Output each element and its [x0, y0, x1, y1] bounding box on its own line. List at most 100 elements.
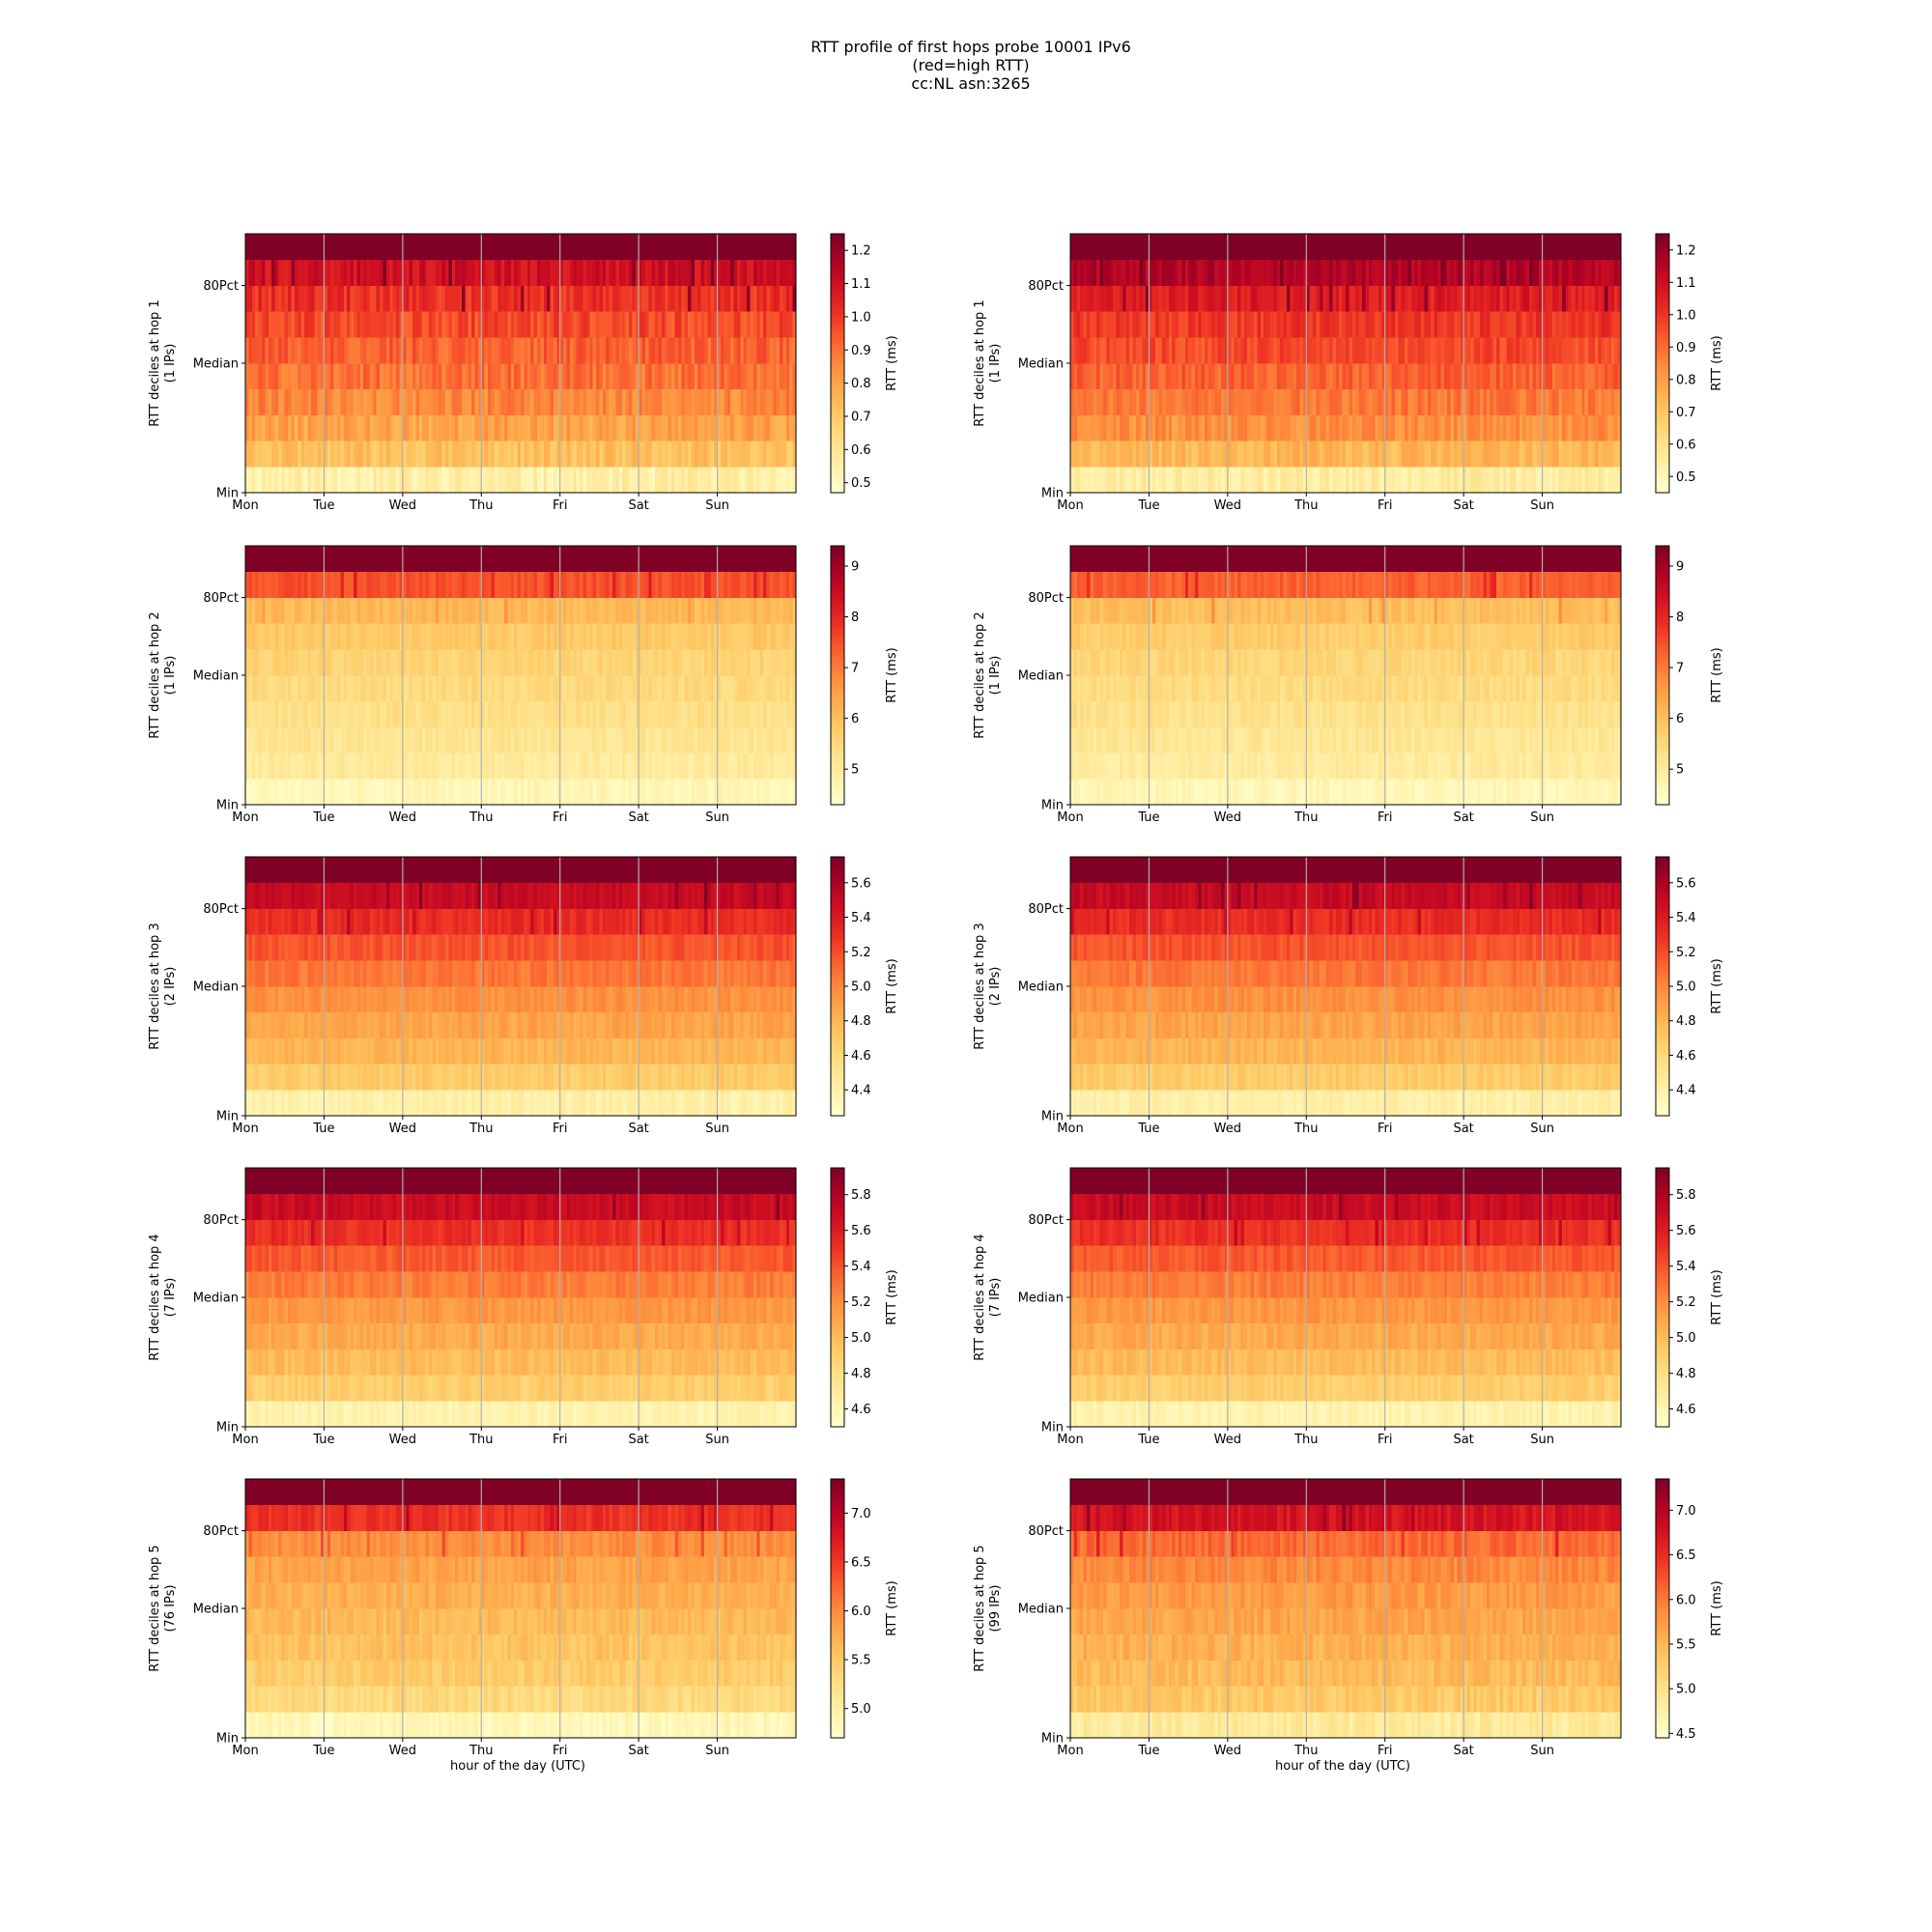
colorbar-tick-label: 0.7 [1676, 406, 1696, 420]
heatmap-cell [1178, 285, 1182, 312]
heatmap-cell [717, 311, 722, 338]
colorbar-segment [1656, 247, 1669, 252]
heatmap-cell [288, 363, 293, 390]
heatmap-cell [1342, 414, 1347, 441]
heatmap-cell [1250, 337, 1255, 364]
colorbar-segment [1656, 288, 1669, 293]
heatmap-cell [1237, 414, 1242, 441]
heatmap-cell [399, 440, 404, 468]
heatmap-cell [1529, 363, 1533, 390]
heatmap-cell [733, 388, 738, 415]
heatmap-cell [585, 440, 590, 468]
heatmap-cell [776, 726, 781, 753]
heatmap-cell [691, 285, 696, 312]
heatmap-cell [1502, 414, 1507, 441]
heatmap-cell [1283, 388, 1288, 415]
heatmap-cell [688, 259, 693, 286]
heatmap-cell [488, 337, 493, 364]
heatmap-cell [425, 337, 430, 364]
heatmap-cell [494, 337, 498, 364]
heatmap-cell [422, 414, 427, 441]
colorbar-tick-label: 0.8 [1676, 373, 1696, 387]
heatmap-cell [566, 467, 571, 494]
heatmap-cell [1365, 440, 1370, 468]
heatmap-cell [1391, 363, 1396, 390]
heatmap-cell [1434, 285, 1438, 312]
heatmap-cell [1149, 440, 1153, 468]
heatmap-cell [1405, 337, 1409, 364]
heatmap-cell [1214, 414, 1219, 441]
colorbar-segment [831, 452, 844, 456]
heatmap-cell [1555, 388, 1560, 415]
heatmap-cell [1417, 234, 1422, 261]
heatmap-cell [471, 467, 476, 494]
heatmap-cell [674, 726, 679, 753]
heatmap-cell [451, 414, 456, 441]
heatmap-cell [1598, 311, 1603, 338]
heatmap-cell [776, 234, 781, 261]
heatmap-cell [1522, 414, 1527, 441]
heatmap-cell [785, 363, 790, 390]
heatmap-cell [1349, 363, 1353, 390]
heatmap-cell [1437, 414, 1441, 441]
heatmap-cell [641, 285, 646, 312]
heatmap-cell [1466, 388, 1471, 415]
heatmap-cell [284, 388, 289, 415]
heatmap-cell [248, 259, 253, 286]
heatmap-cell [291, 337, 296, 364]
heatmap-cell [300, 440, 305, 468]
heatmap-cell [356, 414, 361, 441]
heatmap-cell [1237, 337, 1242, 364]
heatmap-cell [353, 388, 357, 415]
heatmap-cell [1424, 285, 1429, 312]
heatmap-cell [1309, 337, 1314, 364]
heatmap-cell [340, 726, 345, 753]
colorbar-segment [831, 326, 844, 329]
heatmap-cell [566, 311, 571, 338]
heatmap-cell [1146, 363, 1151, 390]
heatmap-cell [353, 259, 357, 286]
heatmap-cell [1565, 285, 1570, 312]
heatmap-cell [661, 726, 666, 753]
heatmap-cell [1224, 311, 1229, 338]
colorbar-segment [1656, 478, 1669, 482]
heatmap-cell [1146, 467, 1151, 494]
heatmap-cell [298, 234, 302, 261]
heatmap-cell [251, 259, 256, 286]
heatmap-cell [1545, 467, 1549, 494]
heatmap-cell [1492, 285, 1497, 312]
heatmap-cell [1421, 311, 1426, 338]
heatmap-cell [1598, 337, 1603, 364]
heatmap-cell [376, 753, 381, 780]
heatmap-cell [582, 779, 587, 806]
heatmap-cell [1378, 414, 1382, 441]
heatmap-cell [730, 649, 735, 676]
heatmap-cell [569, 597, 574, 624]
heatmap-cell [592, 285, 597, 312]
heatmap-cell [1483, 337, 1488, 364]
heatmap-cell [471, 234, 476, 261]
heatmap-cell [573, 285, 578, 312]
heatmap-cell [268, 363, 272, 390]
heatmap-cell [563, 337, 568, 364]
heatmap-cell [1584, 440, 1589, 468]
heatmap-cell [333, 285, 338, 312]
heatmap-cell [753, 259, 757, 286]
heatmap-cell [661, 259, 666, 286]
heatmap-cell [658, 285, 663, 312]
heatmap-cell [684, 700, 689, 727]
colorbar-segment [1656, 461, 1669, 465]
heatmap-cell [1605, 337, 1609, 364]
heatmap-cell [458, 285, 463, 312]
heatmap-cell [1457, 311, 1462, 338]
heatmap-cell [1499, 467, 1504, 494]
heatmap-cell [1178, 311, 1182, 338]
colorbar-segment [1656, 417, 1669, 422]
heatmap-cell [277, 467, 282, 494]
heatmap-cell [704, 440, 708, 468]
heatmap-cell [1273, 285, 1278, 312]
heatmap-cell [494, 388, 498, 415]
heatmap-cell [271, 234, 276, 261]
heatmap-cell [439, 234, 443, 261]
heatmap-cell [1191, 414, 1196, 441]
